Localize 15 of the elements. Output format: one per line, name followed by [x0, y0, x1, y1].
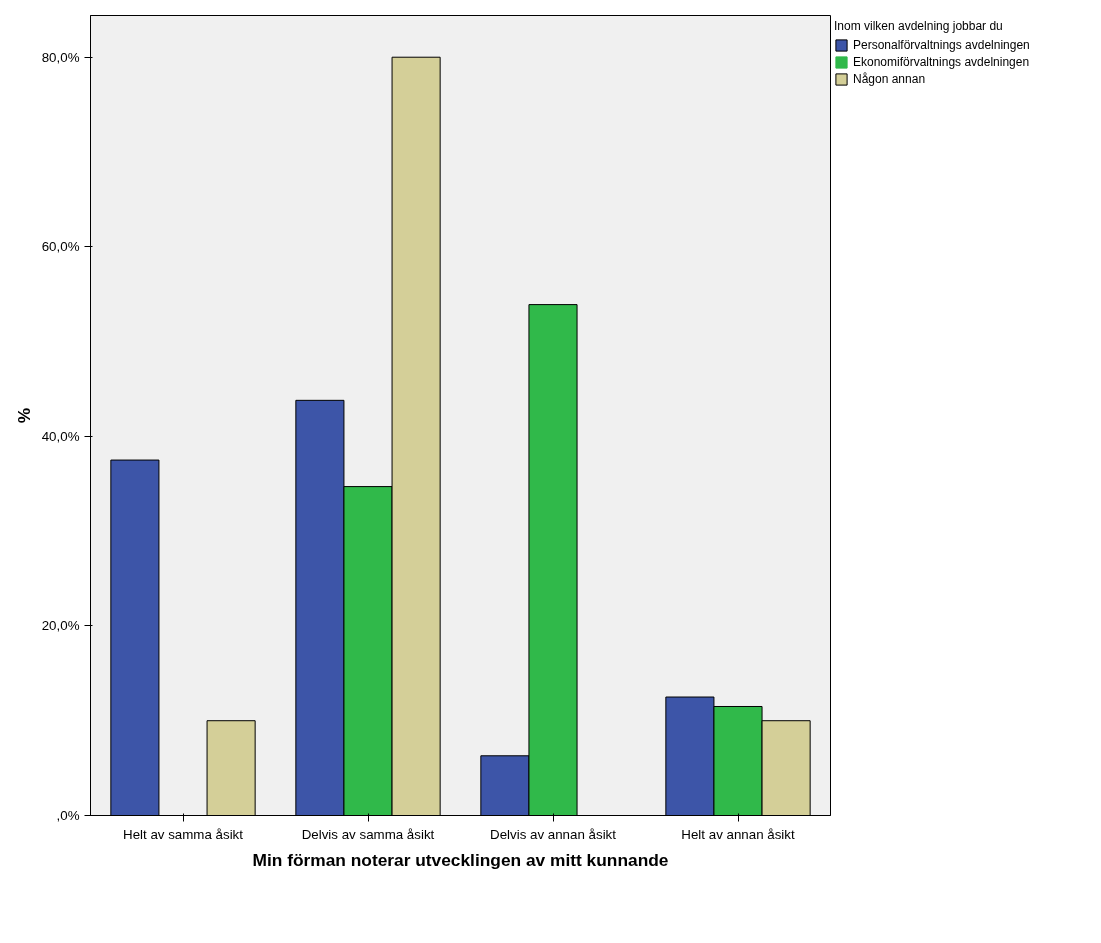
x-tick-label: Delvis av annan åsikt: [490, 826, 617, 842]
legend-label: Ekonomiförvaltnings avdelningen: [853, 55, 1030, 69]
x-axis-title: Min förman noterar utvecklingen av mitt kunnande: [252, 849, 669, 870]
x-tick-label: Helt av annan åsikt: [681, 826, 795, 842]
y-tick-label: 60,0%: [41, 239, 80, 255]
x-tick-label: Delvis av samma åsikt: [301, 826, 435, 842]
legend-label: Någon annan: [853, 72, 926, 86]
y-tick-label: 20,0%: [41, 618, 80, 634]
y-tick-label: 40,0%: [41, 428, 80, 444]
y-tick-label: ,0%: [56, 808, 80, 823]
legend-label: Personalförvaltnings avdelningen: [853, 38, 1030, 52]
y-axis-title: %: [13, 407, 34, 424]
y-tick-label: 80,0%: [41, 49, 80, 65]
x-tick-label: Helt av samma åsikt: [123, 826, 244, 842]
legend-title: Inom vilken avdelning jobbar du: [834, 19, 1004, 33]
